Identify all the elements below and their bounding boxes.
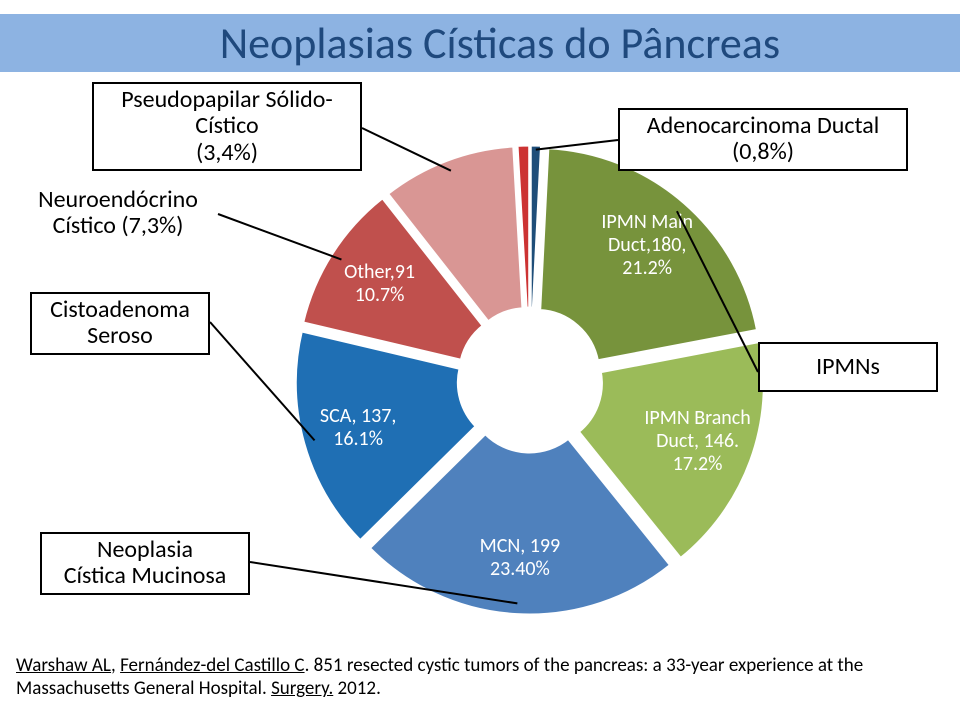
leader-line: [218, 214, 341, 260]
label-neuroendocrino: Neuroendócrino Cístico (7,3%): [18, 184, 218, 243]
label-neoplasia-mucinosa: Neoplasia Cística Mucinosa: [40, 532, 250, 595]
text: Cístico (7,3%): [28, 213, 208, 239]
text: 2012.: [333, 677, 381, 700]
label-ipmns: IPMNs: [758, 342, 938, 392]
leader-line: [677, 211, 758, 372]
text: Cistoadenoma: [42, 297, 198, 323]
text: (0,8%): [630, 139, 896, 165]
text: Adenocarcinoma Ductal: [630, 113, 896, 139]
text: Cística Mucinosa: [52, 563, 238, 589]
citation-journal: Surgery.: [271, 677, 333, 700]
text: Seroso: [42, 323, 198, 349]
leader-line: [536, 140, 618, 150]
text: Neoplasia: [52, 537, 238, 563]
text: (3,4%): [104, 140, 350, 166]
leader-line: [362, 128, 451, 171]
text: Neuroendócrino: [28, 187, 208, 213]
citation-author: Fernández-del Castillo C: [120, 654, 304, 677]
text: Pseudopapilar Sólido-: [104, 87, 350, 113]
label-cistoadenoma: Cistoadenoma Seroso: [30, 292, 210, 355]
text: IPMNs: [770, 354, 926, 380]
citation-author: Warshaw AL: [16, 654, 111, 677]
citation: Warshaw AL, Fernández-del Castillo C. 85…: [16, 654, 944, 702]
text: Cístico: [104, 113, 350, 139]
text: ,: [111, 654, 120, 677]
label-adenocarcinoma: Adenocarcinoma Ductal (0,8%): [618, 108, 908, 171]
label-pseudopapilar: Pseudopapilar Sólido- Cístico (3,4%): [92, 82, 362, 171]
leader-line: [210, 322, 315, 440]
leader-line: [250, 562, 517, 603]
